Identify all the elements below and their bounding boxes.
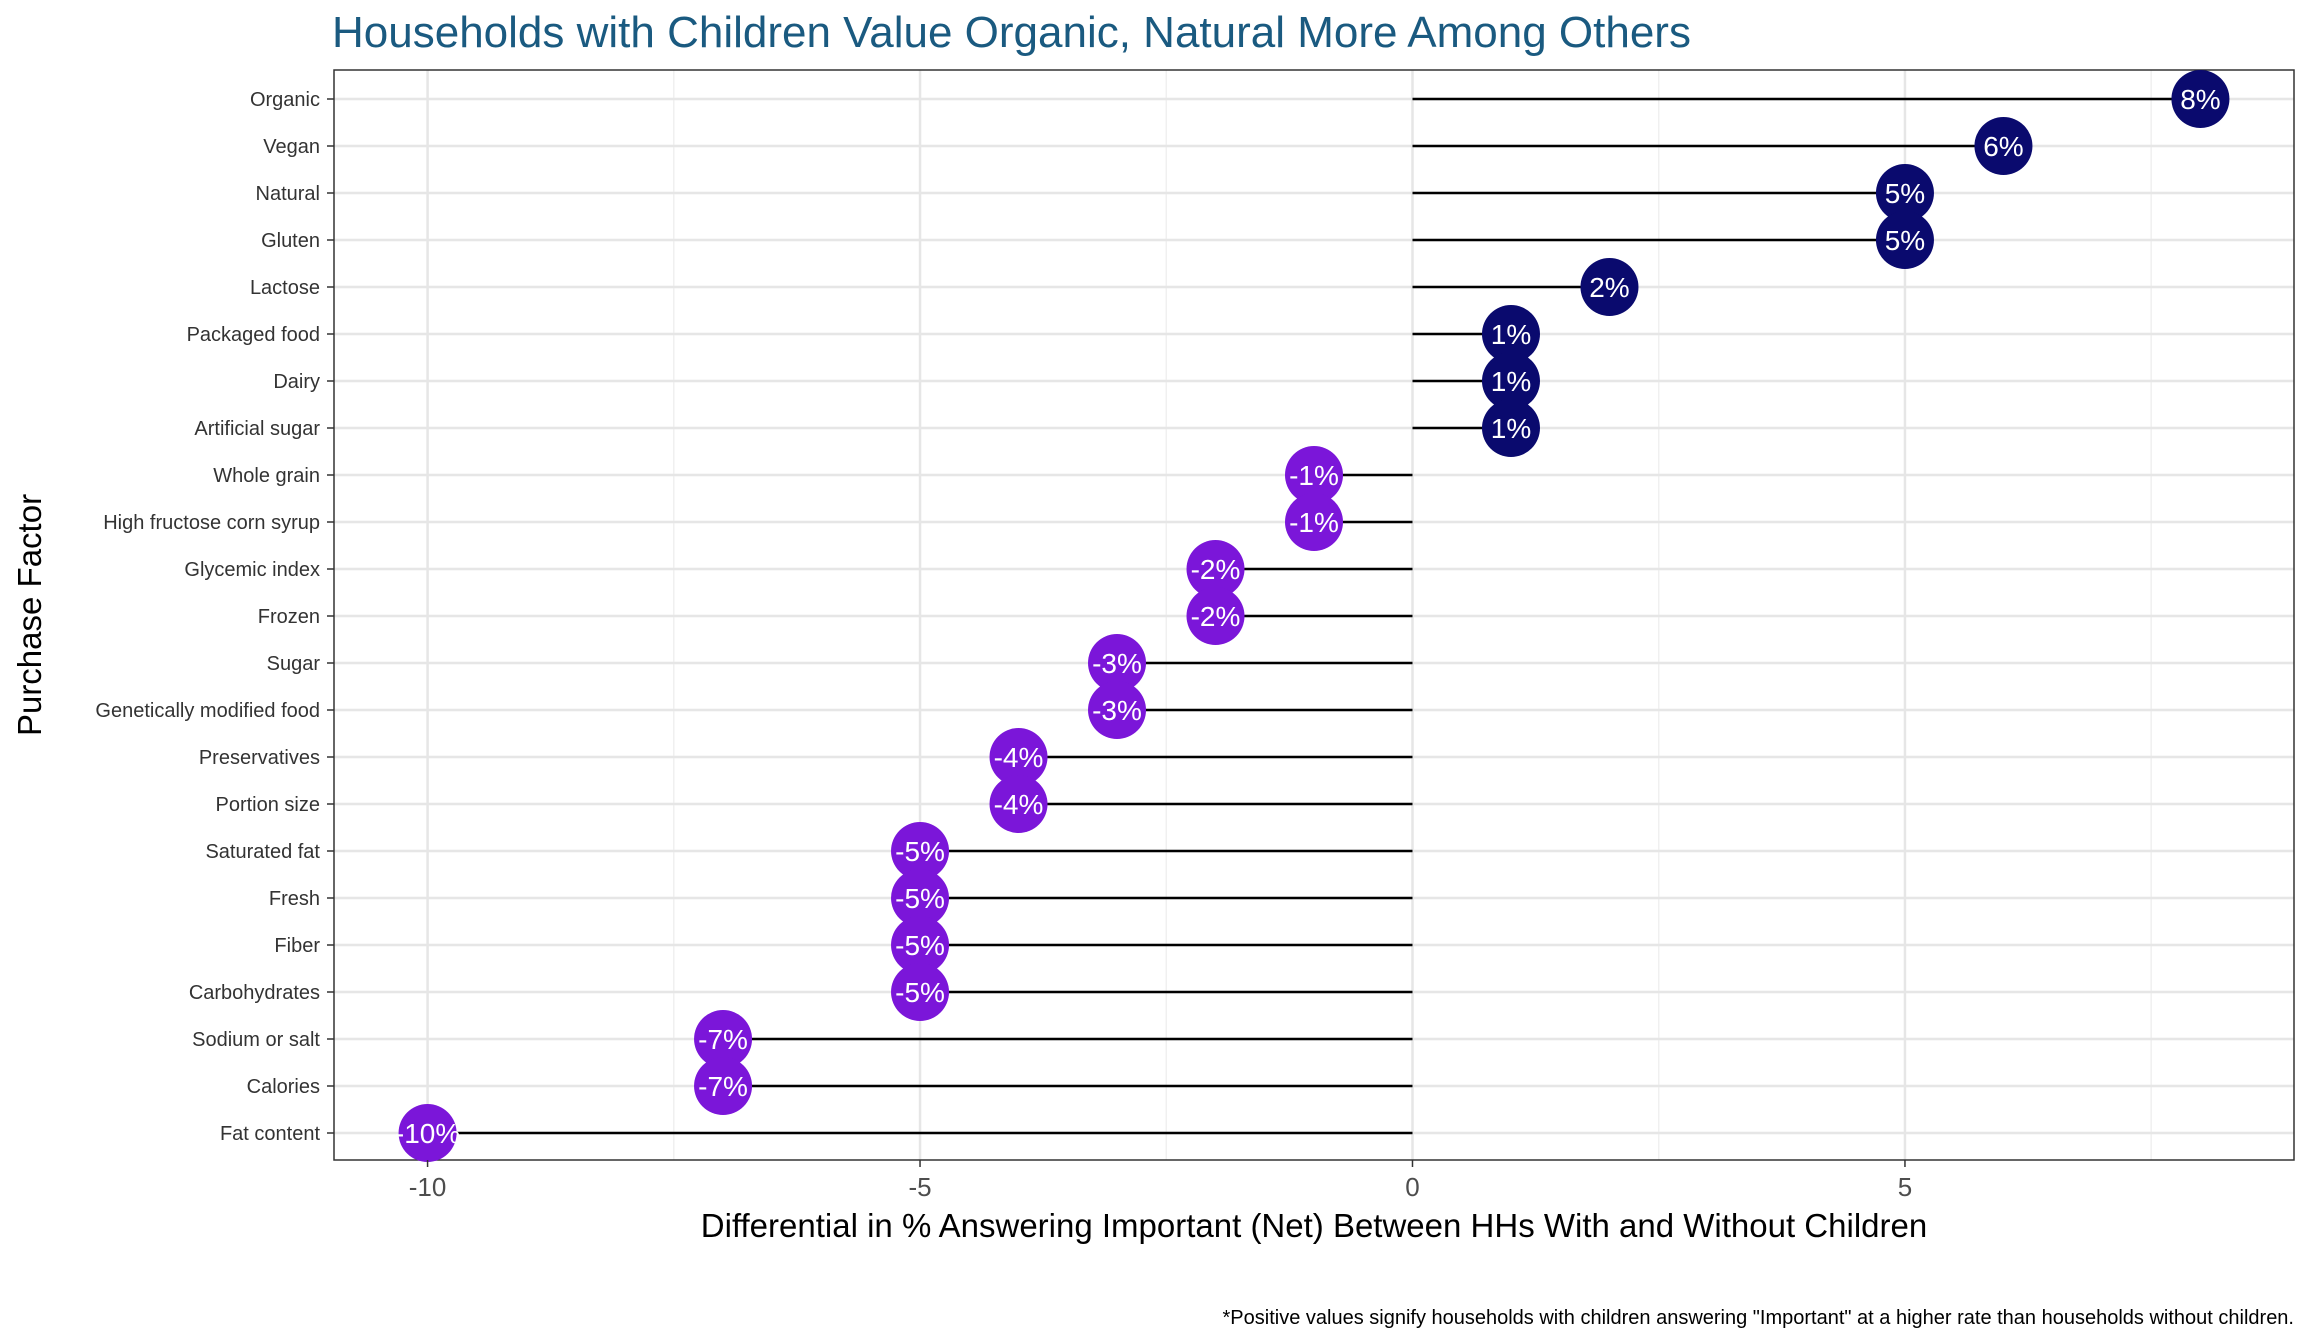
lollipop-dot	[1481, 352, 1540, 410]
category-label: Calories	[247, 1076, 320, 1098]
lollipop-dot	[891, 916, 950, 974]
category-label: Lactose	[250, 277, 320, 299]
chart-title: Households with Children Value Organic, …	[332, 8, 1691, 57]
category-label: Fat content	[220, 1123, 321, 1145]
lollipop-dot	[2171, 70, 2230, 128]
lollipop-dot	[694, 1057, 753, 1115]
data-label: 1%	[1491, 366, 1531, 397]
data-label: 2%	[1589, 272, 1629, 303]
y-axis-title: Purchase Factor	[11, 494, 48, 736]
lollipop-dot	[1186, 540, 1245, 598]
data-label: -5%	[895, 930, 945, 961]
category-label: Carbohydrates	[189, 982, 320, 1004]
category-label: Fiber	[274, 935, 320, 957]
category-label: Natural	[256, 183, 320, 205]
lollipop-dot	[1481, 399, 1540, 457]
category-label: Sodium or salt	[192, 1029, 320, 1051]
lollipop-dot	[694, 1010, 753, 1068]
lollipop-dot	[1875, 211, 1934, 269]
category-label: Organic	[250, 89, 320, 111]
x-tick-label: -10	[409, 1172, 447, 1202]
data-label: -1%	[1289, 507, 1339, 538]
category-label: Genetically modified food	[95, 700, 320, 722]
data-label: 8%	[2180, 84, 2220, 115]
category-label: High fructose corn syrup	[103, 512, 320, 534]
category-label: Frozen	[258, 606, 320, 628]
data-label: -5%	[895, 883, 945, 914]
category-label: Fresh	[269, 888, 320, 910]
lollipop-dot	[1186, 587, 1245, 645]
category-label: Sugar	[267, 653, 321, 675]
lollipop-dot	[989, 775, 1048, 833]
category-label: Preservatives	[199, 747, 320, 769]
category-label: Whole grain	[213, 465, 320, 487]
plot-border	[333, 69, 2295, 1161]
chart-caption: *Positive values signify households with…	[1223, 1307, 2294, 1329]
lollipop-dot	[1875, 164, 1934, 222]
data-label: -7%	[698, 1024, 748, 1055]
data-label: -4%	[994, 789, 1044, 820]
lollipop-dot	[891, 822, 950, 880]
data-label: -5%	[895, 977, 945, 1008]
x-tick-label: 0	[1405, 1172, 1419, 1202]
category-label: Dairy	[273, 371, 320, 393]
lollipop-dot	[891, 869, 950, 927]
data-label: 1%	[1491, 413, 1531, 444]
data-label: -10%	[395, 1118, 460, 1149]
category-label: Portion size	[216, 794, 321, 816]
category-label: Saturated fat	[205, 841, 320, 863]
lollipop-dot	[891, 963, 950, 1021]
data-label: -5%	[895, 836, 945, 867]
lollipop-dot	[398, 1104, 457, 1162]
x-tick-label: 5	[1898, 1172, 1912, 1202]
category-label: Artificial sugar	[194, 418, 320, 440]
plot-area: 8% 6% 5% 5% 2% 1% 1% 1% -1% -1% -2% -2% -3% -3% -4% -4%…	[327, 69, 2295, 1167]
category-label: Packaged food	[187, 324, 320, 346]
data-label: -2%	[1191, 601, 1241, 632]
lollipop-dot	[1481, 305, 1540, 363]
data-label: -2%	[1191, 554, 1241, 585]
data-label: -3%	[1092, 648, 1142, 679]
data-label: -4%	[994, 742, 1044, 773]
category-label: Gluten	[261, 230, 320, 252]
x-tick-label: -5	[908, 1172, 931, 1202]
lollipop-dot	[1285, 493, 1343, 551]
x-axis-title: Differential in % Answering Important (N…	[701, 1207, 1927, 1244]
data-label: 5%	[1885, 178, 1925, 209]
category-label: Glycemic index	[184, 559, 320, 581]
data-label: -7%	[698, 1071, 748, 1102]
lollipop-dot	[989, 728, 1048, 786]
data-label: -3%	[1092, 695, 1142, 726]
data-label: -1%	[1289, 460, 1339, 491]
lollipop-dot	[1088, 681, 1147, 739]
category-label: Vegan	[263, 136, 320, 158]
lollipop-dot	[1580, 258, 1639, 316]
lollipop-dot	[1974, 117, 2033, 175]
lollipop-dot	[1285, 446, 1343, 504]
lollipop-dot	[1088, 634, 1147, 692]
data-label: 6%	[1983, 131, 2023, 162]
data-label: 5%	[1885, 225, 1925, 256]
data-label: 1%	[1491, 319, 1531, 350]
